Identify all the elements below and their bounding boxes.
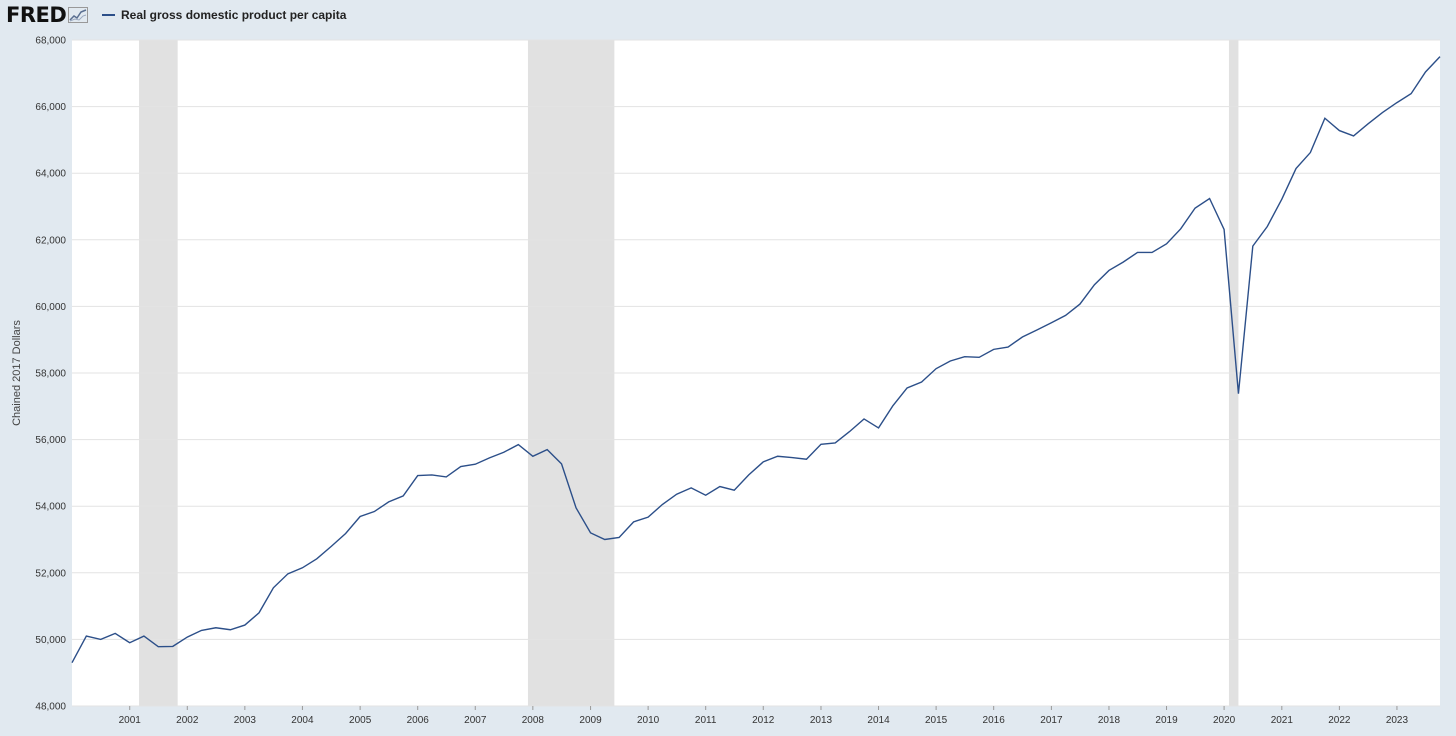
- fred-chart-icon: [68, 7, 89, 23]
- x-tick-label: 2003: [234, 715, 257, 726]
- y-tick-label: 54,000: [35, 502, 66, 513]
- legend-swatch: [102, 14, 115, 16]
- x-tick-label: 2022: [1328, 715, 1351, 726]
- legend-label: Real gross domestic product per capita: [121, 8, 347, 22]
- x-tick-label: 2015: [925, 715, 948, 726]
- x-tick-label: 2012: [752, 715, 775, 726]
- x-tick-label: 2008: [522, 715, 545, 726]
- x-tick-label: 2017: [1040, 715, 1063, 726]
- y-tick-label: 64,000: [35, 169, 66, 180]
- x-tick-label: 2006: [407, 715, 430, 726]
- y-tick-label: 48,000: [35, 702, 66, 713]
- x-tick-label: 2009: [579, 715, 602, 726]
- y-axis: 48,000 50,000 52,000 54,000 56,000 58,000 60,0…: [35, 36, 66, 713]
- x-tick-label: 2020: [1213, 715, 1236, 726]
- x-tick-label: 2002: [176, 715, 199, 726]
- x-tick-label: 2010: [637, 715, 660, 726]
- x-tick-label: 2021: [1271, 715, 1294, 726]
- y-tick-label: 52,000: [35, 568, 66, 579]
- x-axis: 2001 2002 2003 2004 2005 2006 2007 2008 2009 2010…: [119, 706, 1409, 726]
- x-tick-label: 2001: [119, 715, 142, 726]
- x-tick-label: 2004: [291, 715, 314, 726]
- fred-logo-text: FRED: [6, 3, 67, 27]
- x-tick-label: 2007: [464, 715, 487, 726]
- chart-legend: Real gross domestic product per capita: [102, 8, 346, 22]
- y-tick-label: 50,000: [35, 635, 66, 646]
- fred-logo[interactable]: FRED: [6, 3, 89, 27]
- x-tick-label: 2011: [695, 715, 717, 726]
- y-tick-label: 66,000: [35, 102, 66, 113]
- x-tick-label: 2016: [983, 715, 1006, 726]
- x-tick-label: 2005: [349, 715, 372, 726]
- y-tick-label: 60,000: [35, 302, 66, 313]
- y-tick-label: 62,000: [35, 235, 66, 246]
- y-tick-label: 68,000: [35, 36, 66, 47]
- x-tick-label: 2018: [1098, 715, 1121, 726]
- x-tick-label: 2013: [810, 715, 833, 726]
- x-tick-label: 2019: [1155, 715, 1178, 726]
- x-tick-label: 2023: [1386, 715, 1409, 726]
- y-tick-label: 58,000: [35, 369, 66, 380]
- series-line-real-gdp-per-capita: [71, 56, 1441, 664]
- y-tick-label: 56,000: [35, 435, 66, 446]
- x-tick-label: 2014: [867, 715, 890, 726]
- chart-header: FRED Real gross domestic product per cap…: [0, 0, 1456, 32]
- gridlines: [72, 39, 1440, 707]
